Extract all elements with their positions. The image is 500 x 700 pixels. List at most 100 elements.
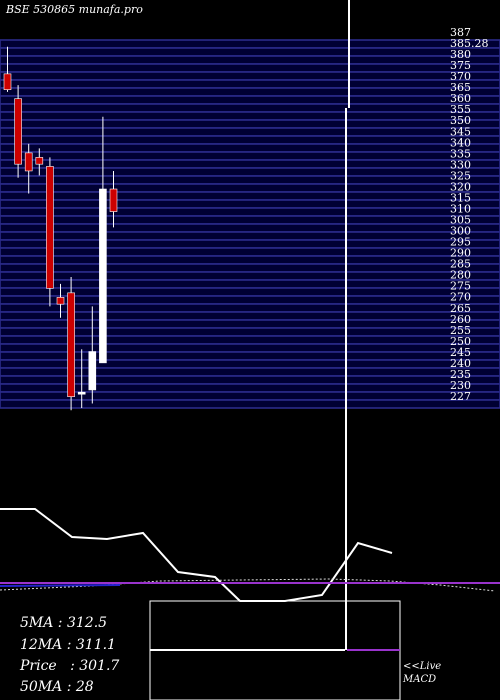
price-tick-label: 305 <box>450 214 471 227</box>
price-band <box>0 159 500 169</box>
price-band <box>0 119 500 129</box>
price-band <box>0 319 500 329</box>
price-band <box>0 399 500 409</box>
price-band <box>0 263 500 273</box>
macd-name-label: MACD <box>403 674 437 685</box>
candle-body <box>46 166 54 289</box>
price-tick-label: 240 <box>450 357 471 370</box>
ma50-label: 50MA : 28 <box>20 679 94 695</box>
price-tick-label: 380 <box>450 48 471 61</box>
candle-body <box>14 98 22 165</box>
price-tick-label: 235 <box>450 368 471 381</box>
price-bands <box>0 39 500 409</box>
price-band <box>0 95 500 105</box>
price-band <box>0 191 500 201</box>
price-band <box>0 327 500 337</box>
candle-body <box>56 297 65 305</box>
ma5-label: 5MA : 312.5 <box>20 615 108 631</box>
price-band <box>0 391 500 401</box>
price-tick-label: 290 <box>450 247 471 260</box>
price-tick-label: 295 <box>450 236 471 249</box>
price-band <box>0 39 500 49</box>
candle-body <box>35 157 44 165</box>
price-tick-label: 270 <box>450 291 471 304</box>
price-band <box>0 311 500 321</box>
macd-line <box>0 508 393 602</box>
price-tick-label: 245 <box>450 346 471 359</box>
price-tick-label: 285 <box>450 258 471 271</box>
candle-body <box>99 188 107 364</box>
price-band <box>0 223 500 233</box>
price-tick-label: 385.28 <box>450 37 489 50</box>
price-tick-label: 387 <box>450 26 471 39</box>
price-tick-label: 310 <box>450 202 471 215</box>
price-band <box>0 79 500 89</box>
price-tick-label: 355 <box>450 103 471 116</box>
price-band <box>0 303 500 313</box>
candle-body <box>88 351 97 391</box>
price-tick-label: 255 <box>450 324 471 337</box>
price-tick-label: 320 <box>450 180 471 193</box>
price-band <box>0 247 500 257</box>
price-band <box>0 343 500 353</box>
price-band <box>0 351 500 361</box>
price-band <box>0 287 500 297</box>
price-tick-label: 370 <box>450 70 471 83</box>
price-band <box>0 175 500 185</box>
price-band <box>0 199 500 209</box>
price-band <box>0 167 500 177</box>
macd-histogram-line <box>0 584 121 587</box>
candlesticks <box>3 46 118 411</box>
price-band <box>0 231 500 241</box>
price-band <box>0 335 500 345</box>
price-band <box>0 215 500 225</box>
candle-body <box>109 188 118 212</box>
ma12-label: 12MA : 311.1 <box>20 637 116 653</box>
price-tick-label: 350 <box>450 114 471 127</box>
price-tick-label: 330 <box>450 158 471 171</box>
price-tick-label: 315 <box>450 191 471 204</box>
price-band <box>0 239 500 249</box>
price-band <box>0 63 500 73</box>
price-axis-labels: 387385.283803753703653603553503453403353… <box>450 26 489 403</box>
price-band <box>0 183 500 193</box>
price-tick-label: 335 <box>450 147 471 160</box>
price-band <box>0 151 500 161</box>
price-band <box>0 143 500 153</box>
price-band <box>0 279 500 289</box>
price-band <box>0 103 500 113</box>
price-band <box>0 55 500 65</box>
price-tick-label: 340 <box>450 136 471 149</box>
chart-title: BSE 530865 munafa.pro <box>6 3 143 16</box>
macd-live-label: <<Live <box>403 661 442 672</box>
candle-body <box>24 152 33 172</box>
price-tick-label: 227 <box>450 390 471 403</box>
candle-body <box>67 292 75 398</box>
macd-panel <box>0 508 500 700</box>
price-tick-label: 275 <box>450 280 471 293</box>
price-tick-label: 325 <box>450 169 471 182</box>
price-tick-label: 300 <box>450 225 471 238</box>
price-tick-label: 265 <box>450 302 471 315</box>
price-tick-label: 230 <box>450 379 471 392</box>
price-band <box>0 383 500 393</box>
price-tick-label: 260 <box>450 313 471 326</box>
price-tick-label: 360 <box>450 92 471 105</box>
price-band <box>0 47 500 57</box>
price-tick-label: 365 <box>450 81 471 94</box>
price-band <box>0 71 500 81</box>
price-band <box>0 271 500 281</box>
price-band <box>0 295 500 305</box>
price-label: Price : 301.7 <box>20 658 120 674</box>
candle-body <box>3 73 12 90</box>
price-tick-label: 375 <box>450 59 471 72</box>
price-band <box>0 87 500 97</box>
candle-body <box>77 391 86 395</box>
price-band <box>0 111 500 121</box>
price-tick-label: 345 <box>450 125 471 138</box>
price-band <box>0 207 500 217</box>
price-band <box>0 255 500 265</box>
price-tick-label: 250 <box>450 335 471 348</box>
price-band <box>0 127 500 137</box>
